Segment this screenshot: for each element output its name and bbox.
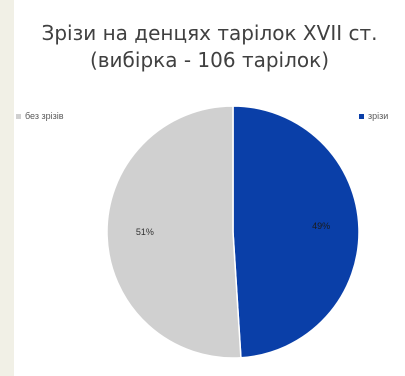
chart-title-line-1: Зрізи на денцях тарілок XVII ст. bbox=[41, 21, 378, 45]
pie-slice-1 bbox=[106, 105, 242, 359]
pie-slice-0 bbox=[232, 105, 360, 359]
pie-chart: 49% 51% bbox=[106, 105, 360, 359]
chart-title-line-2: (вибірка - 106 тарілок) bbox=[89, 48, 330, 72]
legend-item-no-cuts: без зрізів bbox=[16, 111, 64, 121]
legend-item-cuts: зрізи bbox=[359, 111, 388, 121]
legend-swatch-cuts bbox=[359, 113, 364, 119]
chart-title: Зрізи на денцях тарілок XVII ст. (вибірк… bbox=[14, 20, 405, 74]
legend-label-cuts: зрізи bbox=[368, 111, 389, 121]
legend-swatch-no-cuts bbox=[16, 113, 21, 119]
chart-panel: Зрізи на денцях тарілок XVII ст. (вибірк… bbox=[14, 0, 405, 376]
legend-label-no-cuts: без зрізів bbox=[25, 111, 64, 121]
pie-data-label-0: 49% bbox=[312, 221, 330, 231]
pie-data-label-1: 51% bbox=[136, 227, 154, 237]
